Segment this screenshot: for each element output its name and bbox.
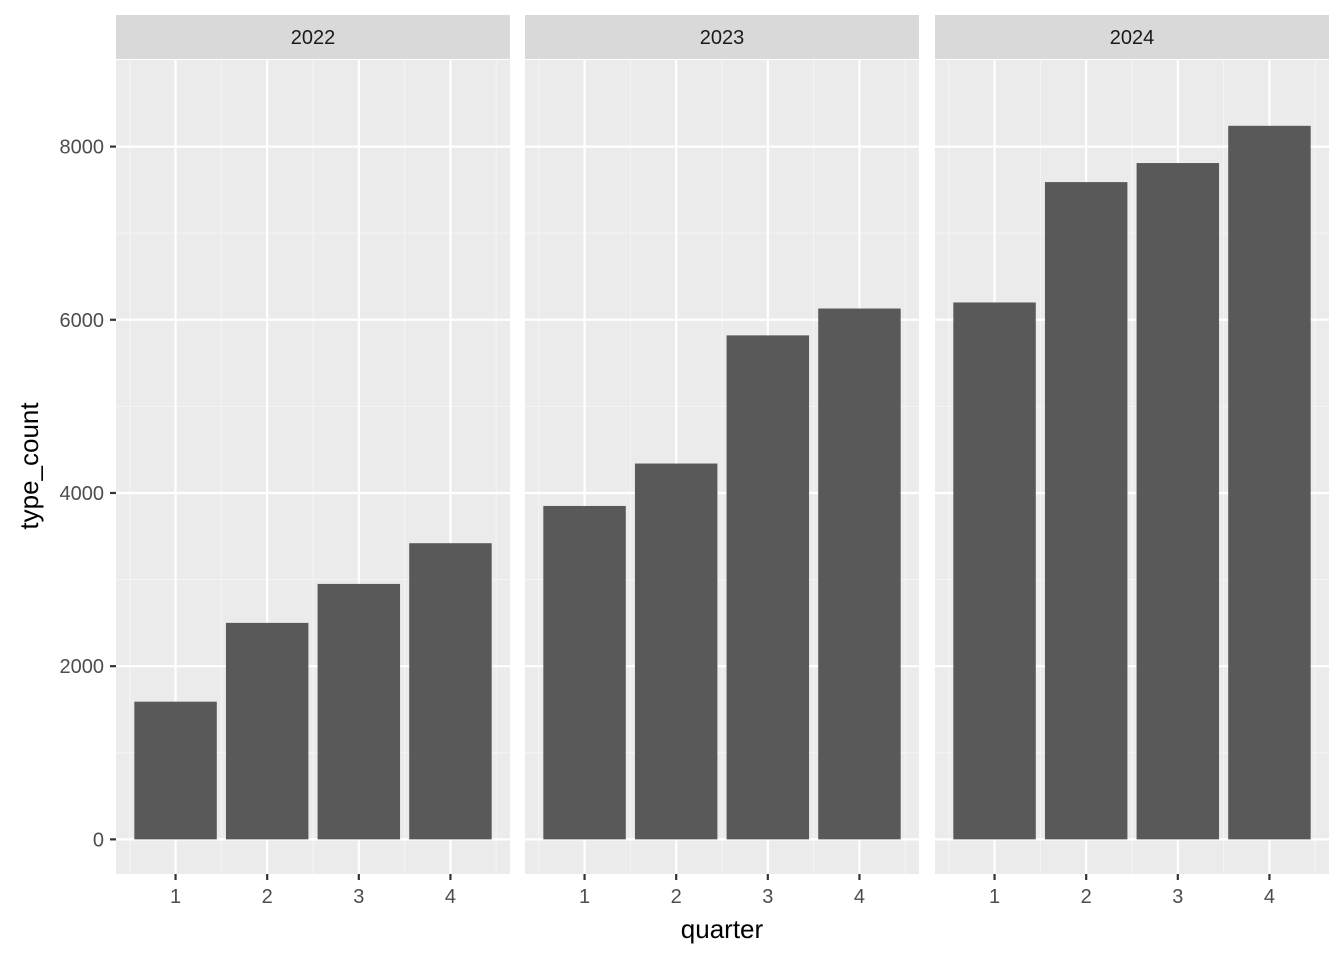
- x-tick-label: 4: [445, 886, 456, 908]
- y-axis-title: type_count: [14, 402, 44, 530]
- bar-2023-q3: [726, 335, 810, 840]
- facet-strip: [935, 15, 1329, 59]
- y-tick-label: 4000: [60, 483, 105, 505]
- bar-2023-q1: [543, 505, 626, 840]
- bar-2023-q2: [634, 463, 718, 840]
- bar-2022-q2: [225, 622, 309, 840]
- bar-2024-q3: [1136, 163, 1220, 840]
- facet-strip: [116, 15, 510, 59]
- x-tick-label: 3: [762, 886, 773, 908]
- x-tick-label: 3: [1172, 886, 1183, 908]
- x-tick-label: 1: [989, 886, 1000, 908]
- x-tick-label: 2: [671, 886, 682, 908]
- facet-strip-label: 2022: [291, 27, 336, 49]
- facet-panel-2022: 2022 1 2 3 4: [116, 15, 510, 908]
- bar-2022-q3: [317, 583, 401, 840]
- y-tick-label: 0: [93, 829, 104, 851]
- bar-2024-q4: [1228, 125, 1311, 840]
- facet-panel-2024: 2024 1 2 3 4: [935, 15, 1329, 908]
- bar-2024-q2: [1044, 182, 1128, 840]
- bar-2024-q1: [953, 302, 1036, 840]
- panels-layer: 2022 1 2 3 4 2023 1 2 3 4 2024 1 2 3 4: [116, 15, 1329, 908]
- bar-2022-q1: [134, 701, 217, 840]
- x-axis-title: quarter: [681, 914, 764, 944]
- x-tick-label: 3: [353, 886, 364, 908]
- y-tick-label: 8000: [60, 137, 105, 159]
- x-tick-label: 1: [579, 886, 590, 908]
- facet-panel-2023: 2023 1 2 3 4: [525, 15, 919, 908]
- bar-2023-q4: [818, 308, 901, 840]
- bar-2022-q4: [409, 543, 492, 840]
- y-tick-label: 2000: [60, 656, 105, 678]
- x-tick-label: 2: [262, 886, 273, 908]
- y-tick-label: 6000: [60, 310, 105, 332]
- x-tick-label: 4: [1264, 886, 1275, 908]
- x-tick-label: 1: [170, 886, 181, 908]
- y-axis: 0 2000 4000 6000 8000: [60, 137, 116, 851]
- facet-strip-label: 2023: [700, 27, 745, 49]
- x-tick-label: 2: [1081, 886, 1092, 908]
- facet-strip-label: 2024: [1110, 27, 1155, 49]
- facet-strip: [525, 15, 919, 59]
- x-tick-label: 4: [854, 886, 865, 908]
